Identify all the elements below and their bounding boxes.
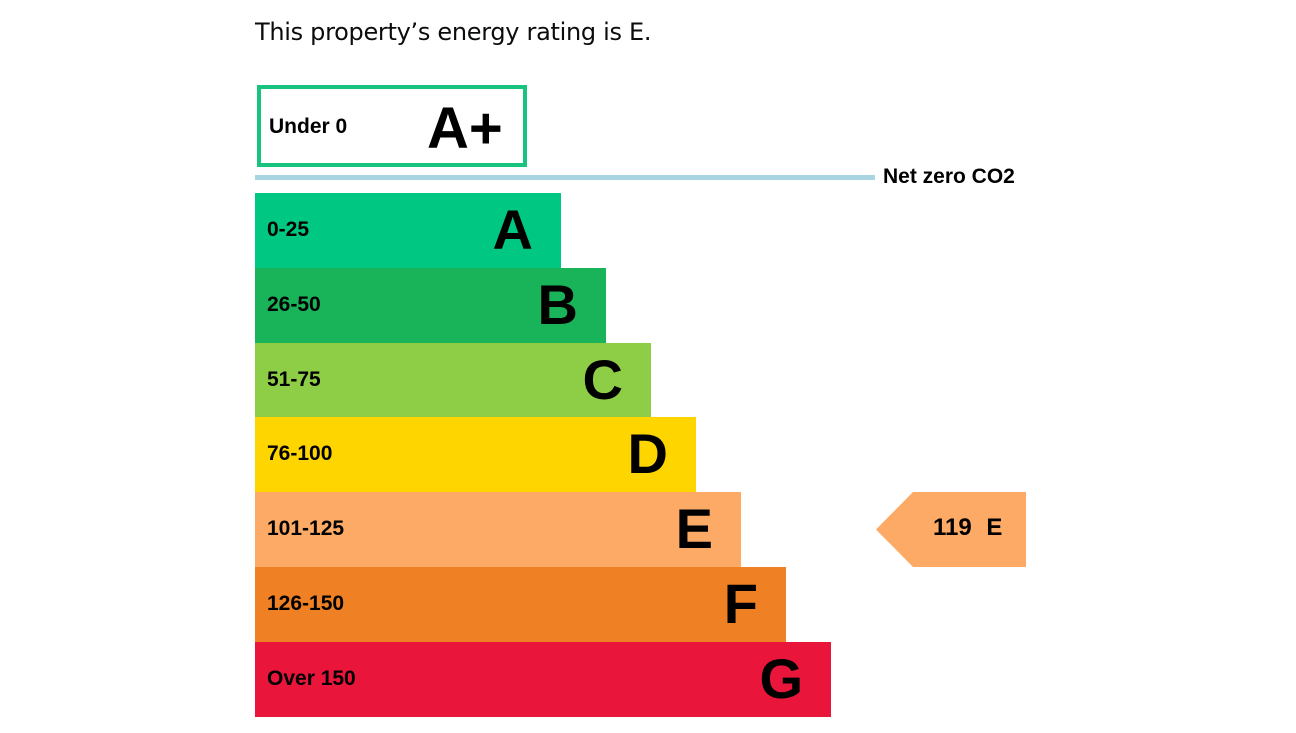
current-rating-label: 119 E [933, 514, 1003, 541]
band-letter: F [723, 572, 758, 635]
band-a: 0-25 A [255, 193, 561, 268]
band-g: Over 150 G [255, 641, 831, 717]
band-letter: C [582, 347, 623, 411]
band-d: 76-100 D [255, 417, 696, 493]
band-letter: B [537, 272, 578, 336]
band-letter: G [759, 646, 803, 710]
net-zero-label: Net zero CO2 [883, 165, 1015, 188]
band-range: 51-75 [267, 367, 321, 391]
current-rating-marker: 119 E [876, 492, 1026, 567]
page-title: This property’s energy rating is E. [255, 18, 652, 46]
band-b: 26-50 B [255, 267, 606, 343]
band-e: 101-125 E [255, 492, 741, 568]
band-range: Under 0 [269, 115, 348, 138]
band-range: 26-50 [267, 292, 321, 316]
band-letter: D [627, 422, 668, 486]
band-letter: A [492, 198, 533, 261]
band-letter: E [675, 497, 713, 561]
band-a-plus: Under 0 A+ [257, 85, 527, 167]
band-f: 126-150 F [255, 567, 786, 642]
arrow-shape [876, 492, 1026, 567]
band-range: 101-125 [267, 517, 345, 541]
band-range: 126-150 [267, 592, 345, 615]
band-range: Over 150 [267, 666, 356, 690]
band-range: 76-100 [267, 442, 333, 466]
band-range: 0-25 [267, 218, 310, 241]
band-letter: A+ [427, 96, 503, 161]
net-zero-line [255, 175, 875, 180]
band-c: 51-75 C [255, 342, 651, 418]
